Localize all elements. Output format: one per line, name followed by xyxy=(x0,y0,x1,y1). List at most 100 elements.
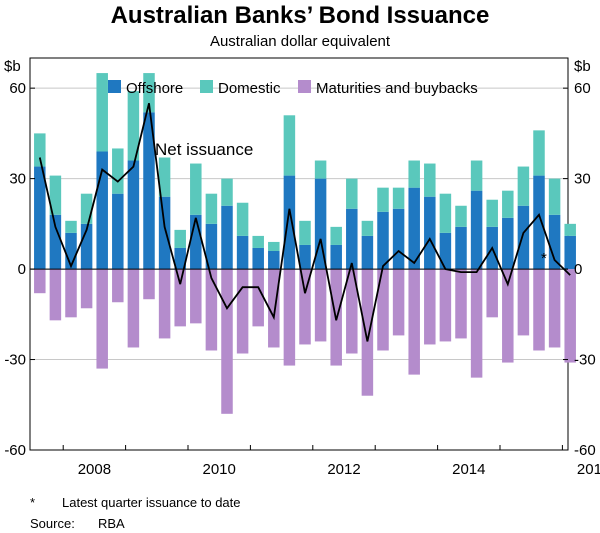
bar-domestic xyxy=(346,178,358,209)
bar-offshore xyxy=(158,196,171,270)
bar-maturities xyxy=(408,269,420,375)
legend-label: Offshore xyxy=(126,80,183,97)
bar-offshore xyxy=(252,247,264,270)
bar-offshore xyxy=(236,235,249,270)
bar-maturities xyxy=(221,269,233,414)
bar-maturities xyxy=(158,269,171,339)
y-axis-label-left: $b xyxy=(4,58,21,75)
bar-offshore xyxy=(392,208,405,270)
bar-maturities xyxy=(548,269,561,348)
bar-maturities xyxy=(424,269,436,345)
bar-domestic xyxy=(377,187,389,212)
bar-domestic xyxy=(80,193,93,224)
bar-domestic xyxy=(221,178,233,206)
bar-maturities xyxy=(190,269,202,324)
bar-offshore xyxy=(502,217,514,270)
bar-domestic xyxy=(314,160,327,179)
bar-offshore xyxy=(143,112,155,270)
bar-maturities xyxy=(143,269,155,300)
bar-maturities xyxy=(361,269,374,396)
bar-offshore xyxy=(268,250,280,270)
bar-offshore xyxy=(283,175,296,270)
source-value: RBA xyxy=(98,516,125,531)
bar-offshore xyxy=(49,214,62,270)
bar-maturities xyxy=(112,269,124,303)
bar-domestic xyxy=(486,199,498,227)
bar-offshore xyxy=(96,151,108,270)
x-axis-ticks: 2008 2010 2012 2014 2016 xyxy=(62,445,600,478)
y-axis-label-right: $b xyxy=(574,58,591,75)
bar-maturities xyxy=(96,269,108,369)
bar-maturities xyxy=(455,269,467,339)
y-tick-label-left: 30 xyxy=(9,171,26,188)
bar-maturities xyxy=(252,269,264,327)
bar-domestic xyxy=(65,220,77,233)
bar-domestic xyxy=(268,241,280,251)
bar-offshore xyxy=(205,223,218,270)
bar-offshore xyxy=(361,235,374,270)
y-tick-label-left: -30 xyxy=(4,352,26,369)
bar-domestic xyxy=(502,190,514,218)
bar-offshore xyxy=(424,196,436,270)
y-tick-label-right: 30 xyxy=(574,171,591,188)
bar-offshore xyxy=(548,214,561,270)
bar-domestic xyxy=(299,220,311,245)
bar-domestic xyxy=(252,235,264,248)
bar-offshore xyxy=(564,235,576,270)
y-axis-ticks: -60 -60 -30 -30 0 0 30 30 60 60 xyxy=(4,80,595,459)
bar-maturities xyxy=(80,269,93,309)
y-tick-label-right: 60 xyxy=(574,80,591,97)
footnote-marker: * xyxy=(30,495,36,510)
bar-domestic xyxy=(439,193,452,233)
bar-domestic xyxy=(49,175,62,215)
bar-offshore xyxy=(34,166,46,270)
y-tick-label-left: -60 xyxy=(4,442,26,459)
bar-offshore xyxy=(330,244,342,270)
bars xyxy=(34,73,576,414)
y-tick-label-left: 0 xyxy=(18,261,26,278)
bar-maturities xyxy=(314,269,327,342)
bar-domestic xyxy=(392,187,405,209)
x-tick-label: 2012 xyxy=(327,461,360,478)
net-issuance-label: Net issuance xyxy=(155,140,253,159)
bar-domestic xyxy=(533,130,545,176)
bar-domestic xyxy=(455,205,467,227)
y-tick-label-right: 0 xyxy=(574,261,582,278)
bar-domestic xyxy=(205,193,218,224)
bar-offshore xyxy=(455,226,467,270)
bar-maturities xyxy=(283,269,296,366)
bar-maturities xyxy=(127,269,140,348)
bar-maturities xyxy=(486,269,498,318)
bar-domestic xyxy=(564,223,576,236)
bar-offshore xyxy=(346,208,358,270)
bar-maturities xyxy=(392,269,405,336)
bar-domestic xyxy=(424,163,436,197)
bar-maturities xyxy=(205,269,218,351)
x-tick-label: 2010 xyxy=(203,461,236,478)
bar-domestic xyxy=(408,160,420,188)
bar-domestic xyxy=(283,115,296,176)
bar-maturities xyxy=(502,269,514,363)
bar-offshore xyxy=(174,247,186,270)
legend-swatch xyxy=(298,80,311,93)
bar-offshore xyxy=(408,187,420,270)
bar-offshore xyxy=(112,193,124,270)
bar-domestic xyxy=(236,202,249,236)
y-tick-label-right: -60 xyxy=(574,442,596,459)
bar-domestic xyxy=(517,166,530,206)
bar-offshore xyxy=(190,214,202,270)
bar-offshore xyxy=(377,211,389,270)
bar-maturities xyxy=(236,269,249,354)
bar-maturities xyxy=(299,269,311,345)
bar-offshore xyxy=(127,160,140,270)
bar-maturities xyxy=(377,269,389,351)
bar-maturities xyxy=(533,269,545,351)
bar-offshore xyxy=(65,232,77,270)
bar-offshore xyxy=(221,205,233,270)
bar-domestic xyxy=(330,226,342,245)
bar-offshore xyxy=(439,232,452,270)
bar-maturities xyxy=(346,269,358,354)
bar-offshore xyxy=(470,190,483,270)
source-label: Source: xyxy=(30,516,75,531)
